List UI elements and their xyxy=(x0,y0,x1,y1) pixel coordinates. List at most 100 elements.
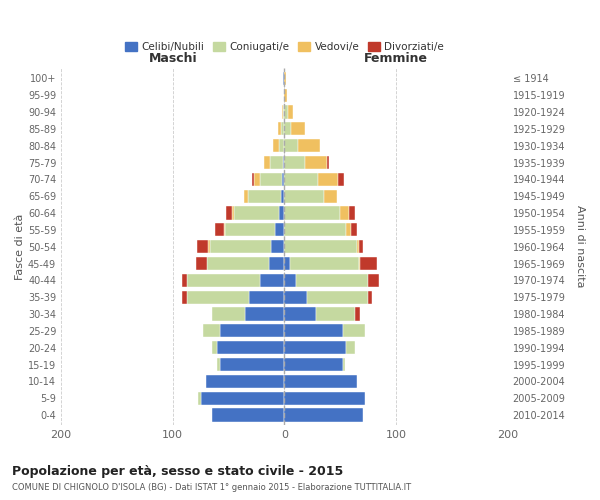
Bar xyxy=(359,240,362,254)
Bar xyxy=(284,408,362,422)
Y-axis label: Fasce di età: Fasce di età xyxy=(15,214,25,280)
Bar xyxy=(220,324,284,338)
Bar xyxy=(284,308,316,320)
Bar xyxy=(284,290,307,304)
Y-axis label: Anni di nascita: Anni di nascita xyxy=(575,206,585,288)
Bar xyxy=(296,274,368,287)
Text: Femmine: Femmine xyxy=(364,52,428,65)
Bar xyxy=(212,308,245,320)
Bar xyxy=(284,257,290,270)
Bar xyxy=(254,173,260,186)
Bar xyxy=(208,257,269,270)
Bar xyxy=(357,240,359,254)
Bar xyxy=(323,190,337,203)
Bar xyxy=(284,156,305,169)
Bar xyxy=(288,106,293,118)
Bar xyxy=(307,290,368,304)
Bar xyxy=(208,240,209,254)
Bar xyxy=(284,190,323,203)
Bar xyxy=(217,358,220,371)
Bar xyxy=(197,240,208,254)
Bar xyxy=(245,308,284,320)
Bar xyxy=(284,139,298,152)
Bar xyxy=(284,88,287,102)
Bar xyxy=(187,274,260,287)
Legend: Celibi/Nubili, Coniugati/e, Vedovi/e, Divorziati/e: Celibi/Nubili, Coniugati/e, Vedovi/e, Di… xyxy=(121,38,448,56)
Bar xyxy=(260,274,284,287)
Bar xyxy=(290,257,359,270)
Bar xyxy=(284,375,357,388)
Bar xyxy=(291,122,305,136)
Text: Maschi: Maschi xyxy=(148,52,197,65)
Bar xyxy=(220,358,284,371)
Bar xyxy=(318,173,338,186)
Bar xyxy=(283,106,284,118)
Bar xyxy=(212,408,284,422)
Bar xyxy=(284,106,288,118)
Bar xyxy=(368,290,371,304)
Bar xyxy=(340,206,349,220)
Bar xyxy=(200,392,284,405)
Bar xyxy=(217,341,284,354)
Bar xyxy=(182,290,187,304)
Bar xyxy=(252,173,254,186)
Bar xyxy=(225,224,275,236)
Bar xyxy=(298,139,320,152)
Bar xyxy=(273,139,279,152)
Bar xyxy=(199,392,200,405)
Bar xyxy=(282,173,284,186)
Text: COMUNE DI CHIGNOLO D'ISOLA (BG) - Dati ISTAT 1° gennaio 2015 - Elaborazione TUTT: COMUNE DI CHIGNOLO D'ISOLA (BG) - Dati I… xyxy=(12,482,411,492)
Bar xyxy=(284,324,343,338)
Bar xyxy=(248,290,284,304)
Bar xyxy=(284,240,357,254)
Bar xyxy=(284,358,343,371)
Bar xyxy=(284,206,340,220)
Bar xyxy=(234,206,279,220)
Bar xyxy=(275,224,284,236)
Bar xyxy=(260,173,282,186)
Bar xyxy=(346,341,355,354)
Bar xyxy=(284,224,346,236)
Bar xyxy=(283,72,284,85)
Bar xyxy=(212,341,217,354)
Bar xyxy=(182,274,187,287)
Bar xyxy=(359,257,361,270)
Bar xyxy=(343,358,345,371)
Bar xyxy=(284,173,318,186)
Bar xyxy=(248,190,281,203)
Bar xyxy=(265,156,270,169)
Bar xyxy=(269,257,284,270)
Bar xyxy=(187,290,248,304)
Bar xyxy=(279,139,284,152)
Bar xyxy=(232,206,234,220)
Bar xyxy=(196,257,208,270)
Bar xyxy=(226,206,232,220)
Bar xyxy=(316,308,355,320)
Bar xyxy=(284,341,346,354)
Bar xyxy=(281,122,284,136)
Bar xyxy=(343,324,365,338)
Bar xyxy=(281,190,284,203)
Bar xyxy=(215,224,224,236)
Bar xyxy=(361,257,377,270)
Bar xyxy=(270,156,283,169)
Bar xyxy=(352,224,357,236)
Bar xyxy=(346,224,352,236)
Bar xyxy=(327,156,329,169)
Bar xyxy=(271,240,284,254)
Bar xyxy=(355,308,361,320)
Bar xyxy=(368,274,379,287)
Bar xyxy=(224,224,225,236)
Bar xyxy=(338,173,344,186)
Bar xyxy=(279,206,284,220)
Bar xyxy=(206,375,284,388)
Bar xyxy=(283,156,284,169)
Bar xyxy=(284,72,286,85)
Bar xyxy=(282,106,283,118)
Bar xyxy=(209,240,271,254)
Bar xyxy=(305,156,327,169)
Bar xyxy=(284,274,296,287)
Bar xyxy=(278,122,281,136)
Bar xyxy=(203,324,220,338)
Text: Popolazione per età, sesso e stato civile - 2015: Popolazione per età, sesso e stato civil… xyxy=(12,465,343,478)
